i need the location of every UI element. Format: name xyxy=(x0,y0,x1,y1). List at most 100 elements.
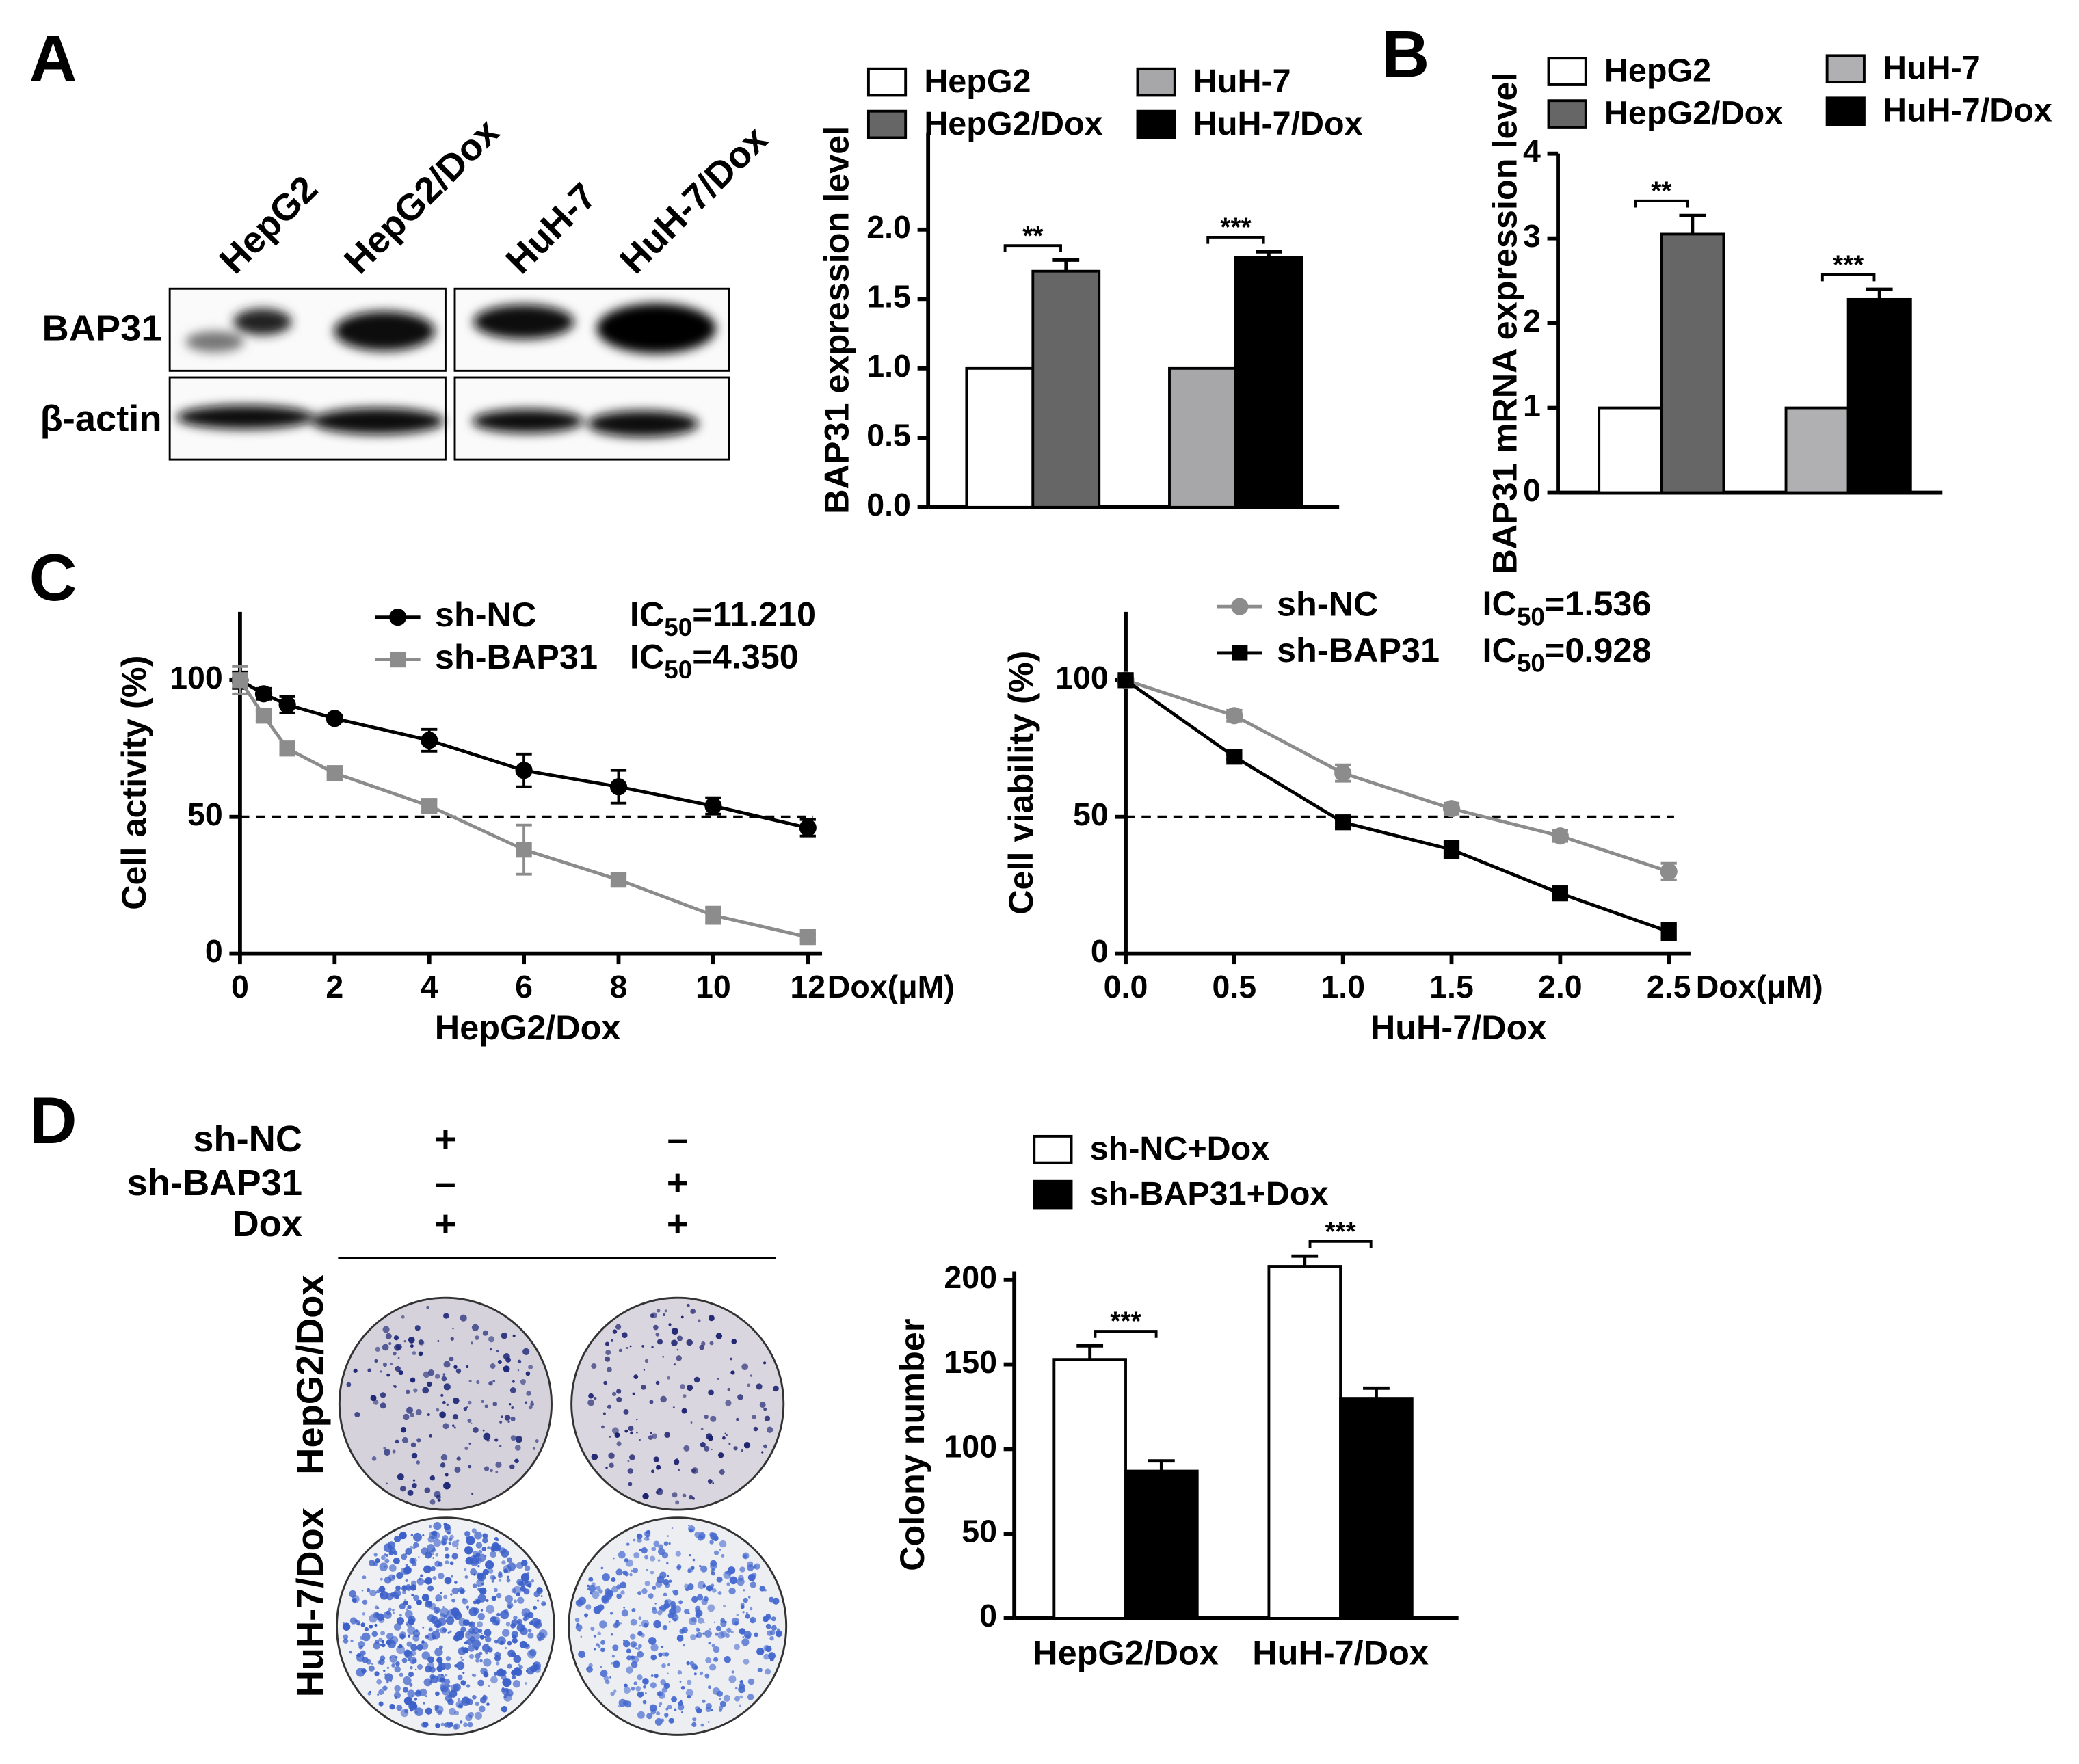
colony xyxy=(425,1695,427,1698)
marker xyxy=(389,609,407,626)
colony xyxy=(433,1538,441,1547)
y-axis-label: BAP31 expression level xyxy=(817,126,856,514)
colony xyxy=(380,1631,386,1636)
colony xyxy=(413,1594,419,1601)
colony xyxy=(466,1607,469,1610)
x-tick-label: 1.0 xyxy=(1321,969,1365,1004)
marker xyxy=(1552,885,1568,902)
colony xyxy=(379,1562,388,1571)
colony xyxy=(672,1406,675,1409)
colony xyxy=(672,1492,678,1498)
condition-mark: + xyxy=(435,1119,457,1160)
colony xyxy=(580,1635,583,1638)
colony xyxy=(395,1344,402,1350)
colony xyxy=(432,1576,437,1581)
colony xyxy=(456,1661,465,1670)
colony xyxy=(443,1313,449,1319)
colony xyxy=(501,1706,508,1713)
colony xyxy=(657,1610,663,1616)
colony xyxy=(349,1617,358,1625)
colony xyxy=(644,1359,649,1363)
marker xyxy=(279,740,295,757)
colony xyxy=(386,1666,390,1670)
colony xyxy=(660,1679,666,1685)
colony xyxy=(445,1616,455,1625)
colony xyxy=(637,1591,642,1596)
colony xyxy=(620,1622,622,1625)
error-bar xyxy=(1866,287,1893,299)
colony xyxy=(673,1363,676,1366)
colony xyxy=(496,1592,502,1599)
colony xyxy=(763,1653,770,1660)
colony xyxy=(375,1591,378,1594)
colony xyxy=(408,1658,411,1661)
colony xyxy=(609,1462,614,1468)
colony xyxy=(380,1392,386,1398)
legend-label: sh-NC xyxy=(435,595,536,634)
colony xyxy=(527,1632,534,1639)
colony xyxy=(400,1427,407,1433)
marker xyxy=(1660,923,1677,940)
legend-swatch xyxy=(1547,57,1587,86)
colony xyxy=(463,1406,468,1411)
colony xyxy=(445,1656,451,1661)
colony xyxy=(708,1315,715,1322)
colony xyxy=(464,1546,473,1555)
legend-label: sh-BAP31+Dox xyxy=(1090,1175,1329,1212)
colony xyxy=(691,1596,698,1603)
colony xyxy=(611,1391,617,1396)
colony xyxy=(690,1309,696,1314)
colony xyxy=(687,1568,691,1573)
colony xyxy=(731,1670,734,1674)
colony xyxy=(399,1672,403,1677)
colony xyxy=(366,1588,371,1592)
colony xyxy=(680,1384,685,1389)
significance-label: ** xyxy=(1022,222,1044,251)
marker xyxy=(1232,645,1248,661)
colony xyxy=(435,1723,440,1728)
colony xyxy=(652,1433,657,1439)
colony xyxy=(743,1589,745,1592)
colony xyxy=(476,1380,480,1385)
colony xyxy=(661,1718,665,1722)
colony xyxy=(637,1674,643,1681)
colony xyxy=(349,1651,352,1654)
colony xyxy=(512,1638,518,1644)
colony xyxy=(488,1685,490,1687)
colony xyxy=(472,1695,477,1700)
marker xyxy=(421,798,438,814)
legend-swatch xyxy=(1136,67,1176,97)
legend-label: sh-NC xyxy=(1277,584,1378,623)
colony xyxy=(542,1602,546,1606)
significance-bracket xyxy=(1308,1240,1373,1248)
colony xyxy=(719,1540,727,1548)
colony xyxy=(717,1591,722,1595)
colony xyxy=(381,1555,386,1560)
colony xyxy=(486,1702,490,1706)
colony xyxy=(453,1612,462,1620)
colony xyxy=(636,1533,643,1540)
colony xyxy=(442,1606,445,1608)
colony xyxy=(717,1378,719,1380)
colony xyxy=(422,1534,425,1537)
colony xyxy=(473,1573,476,1576)
colony xyxy=(495,1661,500,1666)
colony xyxy=(681,1711,683,1713)
colony xyxy=(650,1654,657,1661)
colony xyxy=(360,1622,365,1627)
colony xyxy=(599,1620,607,1629)
significance-label: *** xyxy=(1220,213,1252,243)
colony xyxy=(759,1402,766,1408)
colony xyxy=(600,1647,605,1653)
colony xyxy=(615,1568,623,1576)
colony xyxy=(388,1550,394,1556)
marker xyxy=(1117,672,1134,689)
ic50-label: IC50=0.928 xyxy=(1483,630,1652,677)
colony xyxy=(696,1707,702,1714)
colony xyxy=(362,1612,366,1616)
colony xyxy=(737,1394,743,1400)
significance-label: *** xyxy=(1325,1217,1356,1246)
colony xyxy=(679,1681,682,1683)
colony xyxy=(607,1404,612,1409)
colony xyxy=(448,1542,451,1545)
